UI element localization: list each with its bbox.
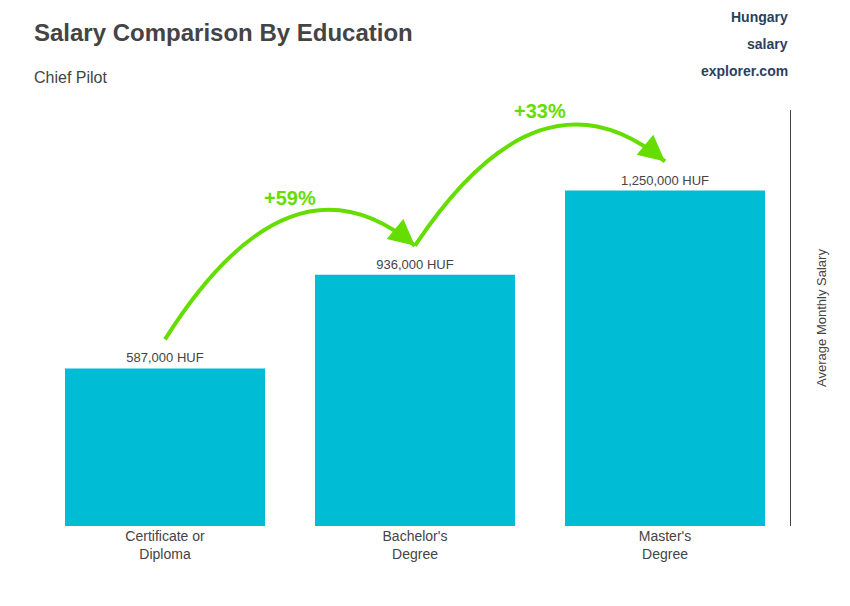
svg-text:Master'sDegree: Master'sDegree xyxy=(639,528,691,562)
svg-text:salary: salary xyxy=(747,36,788,52)
svg-text:Chief Pilot: Chief Pilot xyxy=(34,69,107,86)
svg-text:Average Monthly Salary: Average Monthly Salary xyxy=(814,249,829,387)
svg-text:Salary Comparison By Education: Salary Comparison By Education xyxy=(34,19,413,46)
svg-text:587,000 HUF: 587,000 HUF xyxy=(126,350,203,365)
svg-text:1,250,000 HUF: 1,250,000 HUF xyxy=(621,173,709,188)
svg-text:explorer.com: explorer.com xyxy=(701,63,788,79)
svg-text:Bachelor'sDegree: Bachelor'sDegree xyxy=(383,528,448,562)
svg-text:936,000 HUF: 936,000 HUF xyxy=(376,257,453,272)
svg-text:Certificate orDiploma: Certificate orDiploma xyxy=(125,528,205,562)
svg-text:Hungary: Hungary xyxy=(731,9,788,25)
svg-text:+33%: +33% xyxy=(514,100,566,122)
svg-text:+59%: +59% xyxy=(264,187,316,209)
